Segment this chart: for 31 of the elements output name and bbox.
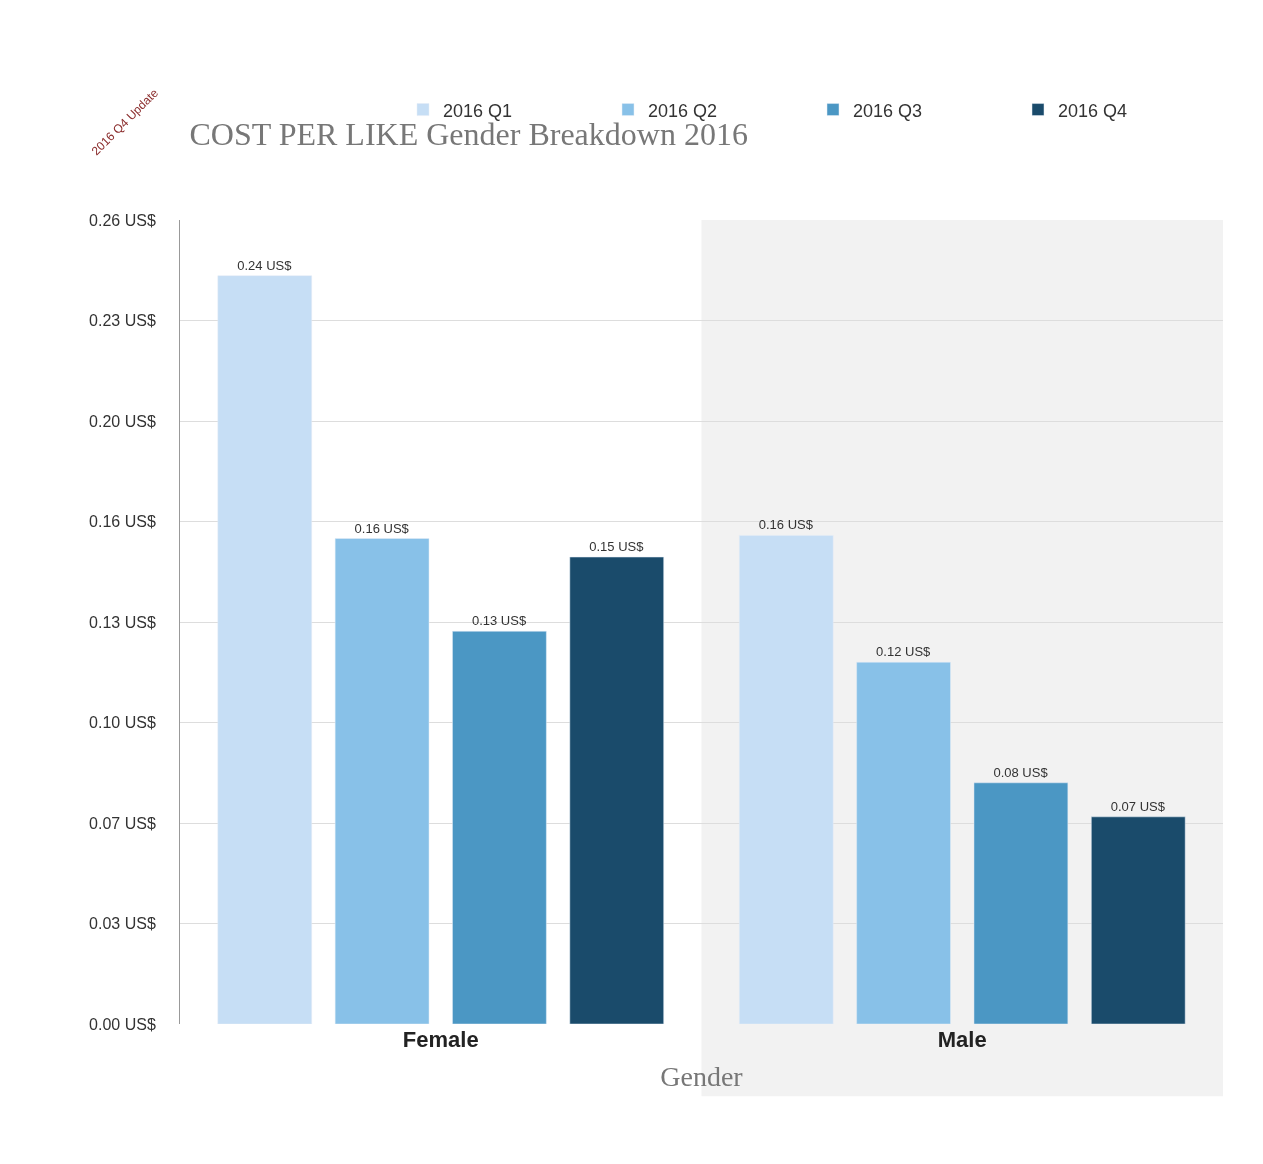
data-label: 0.07 US$ <box>1110 798 1166 814</box>
x-axis-title: Gender <box>660 1061 744 1093</box>
legend-label: 2016 Q4 <box>1058 100 1128 121</box>
data-label: 0.13 US$ <box>471 613 527 629</box>
x-tick-label: Female <box>402 1027 479 1052</box>
y-tick-label: 0.03 US$ <box>89 915 156 933</box>
y-tick-label: 0.10 US$ <box>89 714 156 732</box>
bar <box>217 275 312 1024</box>
data-label: 0.16 US$ <box>354 520 410 536</box>
data-label: 0.15 US$ <box>589 539 645 555</box>
y-tick-label: 0.20 US$ <box>89 412 156 430</box>
bar <box>452 631 547 1024</box>
y-tick-label: 0.00 US$ <box>89 1015 156 1033</box>
y-tick-label: 0.13 US$ <box>89 613 156 631</box>
bar <box>973 782 1069 1024</box>
legend-label: 2016 Q3 <box>853 100 923 121</box>
legend-label: 2016 Q2 <box>648 100 718 121</box>
y-tick-label: 0.16 US$ <box>89 513 156 531</box>
y-tick-label: 0.23 US$ <box>89 312 156 330</box>
y-tick-label: 0.07 US$ <box>89 814 156 832</box>
data-label: 0.16 US$ <box>758 517 814 533</box>
bar <box>739 535 834 1024</box>
data-label: 0.12 US$ <box>876 644 932 660</box>
data-label: 0.08 US$ <box>993 764 1049 780</box>
y-tick-label: 0.26 US$ <box>89 211 156 229</box>
x-tick-label: Male <box>937 1027 987 1052</box>
bar <box>334 538 430 1024</box>
bar <box>856 661 951 1024</box>
data-label: 0.24 US$ <box>237 257 293 273</box>
bar <box>1091 816 1186 1024</box>
bar <box>569 556 664 1024</box>
